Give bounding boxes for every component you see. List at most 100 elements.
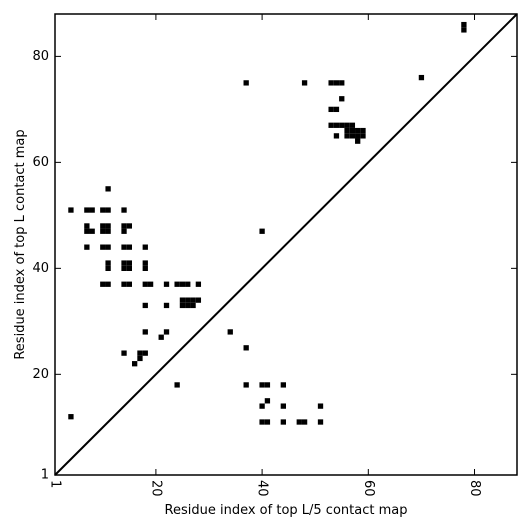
- contact-cell: [344, 133, 350, 139]
- contact-cell: [259, 382, 265, 388]
- contact-cell: [179, 302, 186, 309]
- contact-cell: [121, 228, 127, 234]
- contact-cell: [243, 382, 249, 388]
- contact-cell: [243, 345, 249, 351]
- contact-cell: [105, 223, 111, 229]
- contact-cell: [105, 186, 111, 192]
- contact-cell: [163, 302, 170, 309]
- x-tick-label: 60: [361, 480, 376, 497]
- contact-cell: [174, 281, 180, 287]
- contact-cell: [142, 329, 148, 335]
- contact-cell: [355, 133, 361, 139]
- contact-cell: [126, 223, 132, 229]
- contact-cell: [264, 398, 271, 404]
- contact-cell: [163, 329, 170, 335]
- contact-cell: [355, 138, 361, 144]
- contact-cell: [121, 207, 127, 213]
- contact-cell: [190, 297, 196, 303]
- contact-cell: [121, 265, 127, 271]
- y-tick-label: 80: [32, 49, 49, 64]
- contact-cell: [105, 281, 111, 287]
- contact-cell: [185, 281, 191, 287]
- contact-cell: [147, 281, 154, 287]
- y-axis-title: Residue index of top L contact map: [13, 129, 28, 359]
- contact-cell: [84, 207, 90, 213]
- contact-cell: [105, 207, 111, 213]
- contact-cell: [100, 223, 106, 229]
- contact-cell: [195, 281, 202, 287]
- contact-cell: [328, 80, 334, 86]
- contact-cell: [121, 260, 127, 266]
- contact-cell: [301, 419, 308, 425]
- y-tick-label: 20: [32, 367, 49, 382]
- contact-cell: [461, 21, 467, 28]
- contact-cell: [185, 297, 191, 303]
- y-tick-label: 60: [32, 155, 49, 170]
- contact-cell: [339, 80, 345, 86]
- contact-cell: [142, 302, 148, 309]
- contact-cell: [142, 244, 148, 250]
- contact-cell: [126, 265, 132, 271]
- contact-cell: [142, 265, 148, 271]
- contact-cell: [121, 281, 127, 287]
- contact-cell: [227, 329, 233, 335]
- y-tick-label: 40: [32, 261, 49, 276]
- diagonal-line: [54, 13, 518, 476]
- contact-cell: [126, 281, 132, 287]
- contact-cell: [68, 414, 74, 420]
- contact-cell: [461, 27, 467, 33]
- contact-cell: [264, 419, 271, 425]
- contact-cell: [89, 228, 95, 234]
- x-tick-label: 40: [255, 480, 270, 497]
- contact-cell: [84, 228, 90, 234]
- x-tick-label: 1: [48, 480, 63, 488]
- contact-cell: [301, 80, 308, 86]
- contact-cell: [121, 244, 127, 250]
- contact-cell: [317, 419, 324, 425]
- contact-cell: [100, 244, 106, 250]
- axes: 1 20 40 60 80 1 20 40 60 80: [32, 13, 518, 497]
- contact-cell: [121, 350, 127, 356]
- contact-cell: [105, 265, 111, 271]
- contact-cell: [259, 403, 265, 409]
- contact-cell: [418, 74, 425, 81]
- contact-cell: [121, 223, 127, 229]
- contact-cell: [89, 207, 95, 213]
- contact-cell: [339, 96, 345, 102]
- contact-cell: [105, 228, 111, 234]
- contact-cell: [243, 80, 249, 86]
- contact-cell: [333, 80, 340, 86]
- plot-area: [54, 13, 518, 476]
- contact-cell: [163, 281, 170, 287]
- contact-cell: [344, 127, 350, 134]
- contact-cell: [100, 281, 106, 287]
- contact-cell: [137, 355, 143, 362]
- contact-cell: [328, 122, 334, 128]
- contact-cell: [280, 382, 286, 388]
- contact-cell: [185, 302, 191, 309]
- contact-cell: [296, 419, 302, 425]
- contact-cell: [344, 122, 350, 128]
- plot-frame: [54, 13, 518, 476]
- contact-cell: [195, 297, 202, 303]
- contact-cell: [179, 281, 186, 287]
- contact-cell: [280, 419, 286, 425]
- contact-cell: [126, 260, 132, 266]
- contact-cell: [259, 419, 265, 425]
- contact-cell: [84, 244, 90, 250]
- contact-cell: [100, 228, 106, 234]
- contact-cell: [84, 223, 90, 229]
- contact-cell: [264, 382, 271, 388]
- y-tick-label: 1: [41, 468, 49, 483]
- x-axis-title: Residue index of top L/5 contact map: [165, 503, 408, 518]
- contact-cell: [355, 127, 361, 134]
- contact-cell: [142, 350, 148, 356]
- x-tick-label: 20: [148, 480, 163, 497]
- contact-cell: [100, 207, 106, 213]
- contact-cell: [105, 260, 111, 266]
- contact-cell: [126, 244, 132, 250]
- contact-cell: [339, 122, 345, 128]
- contact-cell: [137, 350, 143, 356]
- contact-cell: [174, 382, 180, 388]
- contact-cell: [142, 260, 148, 266]
